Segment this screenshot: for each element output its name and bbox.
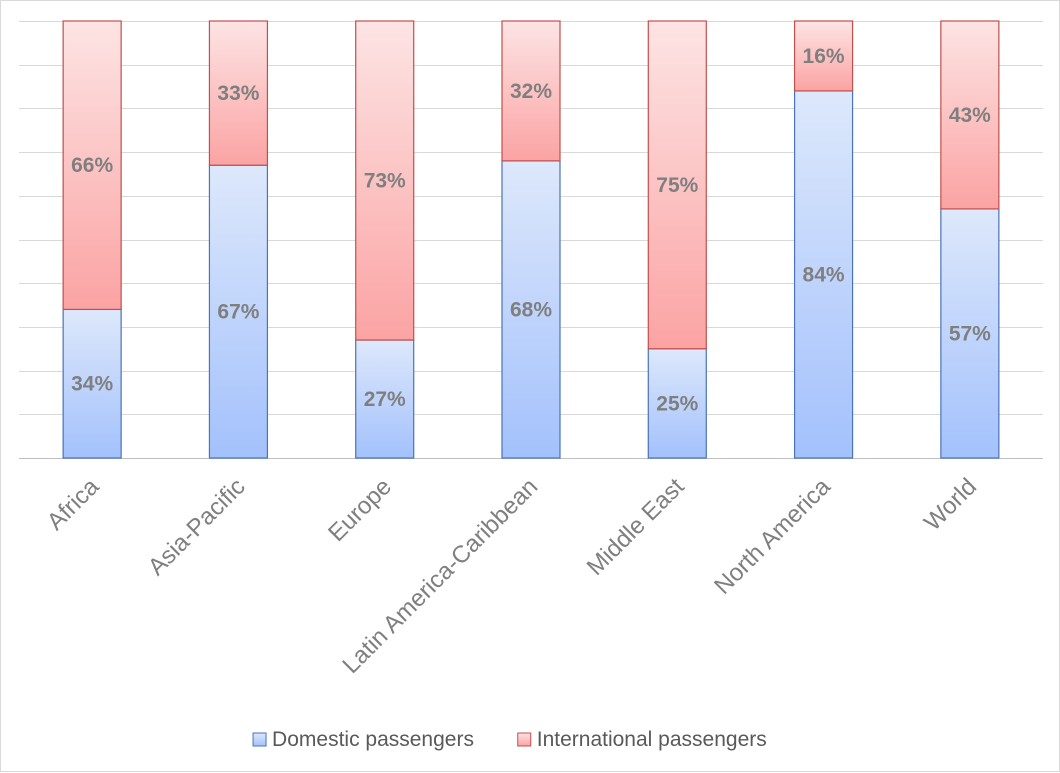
bar-international-middle-east <box>647 20 707 350</box>
data-label: 16% <box>803 45 845 68</box>
data-label: 43% <box>949 104 991 127</box>
bars <box>62 20 1000 459</box>
bar-international-africa <box>62 20 122 311</box>
x-tick-label: North America <box>709 473 836 600</box>
x-tick-label: Asia-Pacific <box>143 473 251 581</box>
bar-domestic-asia-pacific <box>208 164 269 459</box>
bar-domestic-europe <box>355 339 415 459</box>
data-label: 57% <box>949 322 991 345</box>
data-label: 68% <box>510 298 552 321</box>
legend-label: International passengers <box>537 728 767 751</box>
data-label: 32% <box>510 80 552 103</box>
bar-domestic-africa <box>62 308 122 459</box>
legend-swatch <box>252 732 267 747</box>
bar-international-world <box>940 20 1000 210</box>
data-label: 25% <box>656 392 698 415</box>
data-label: 33% <box>217 82 259 105</box>
x-tick-label: Middle East <box>582 473 690 581</box>
bar-international-latin-america-caribbean <box>501 20 561 162</box>
data-label: 84% <box>803 263 845 286</box>
legend-swatch <box>517 732 532 747</box>
x-tick-label: Europe <box>323 473 397 547</box>
bar-domestic-north-america <box>793 90 854 459</box>
bar-international-europe <box>355 20 415 341</box>
bar-domestic-middle-east <box>647 348 707 459</box>
legend: Domestic passengers International passeng… <box>252 728 767 751</box>
bar-international-asia-pacific <box>208 20 269 166</box>
x-tick-label: World <box>919 473 982 536</box>
data-label: 75% <box>656 174 698 197</box>
x-tick-label: Africa <box>42 473 105 536</box>
bar-domestic-world <box>940 208 1000 459</box>
data-label: 66% <box>71 154 113 177</box>
data-label: 27% <box>364 388 406 411</box>
legend-label: Domestic passengers <box>272 728 474 751</box>
data-labels: 34% 66% 67% 33% 27% 73% 68% 32% 25% 75% 84% 16% 57% 4… <box>71 45 991 415</box>
data-label: 73% <box>364 170 406 193</box>
bar-international-north-america <box>793 20 854 92</box>
data-label: 67% <box>217 301 259 324</box>
data-label: 34% <box>71 373 113 396</box>
